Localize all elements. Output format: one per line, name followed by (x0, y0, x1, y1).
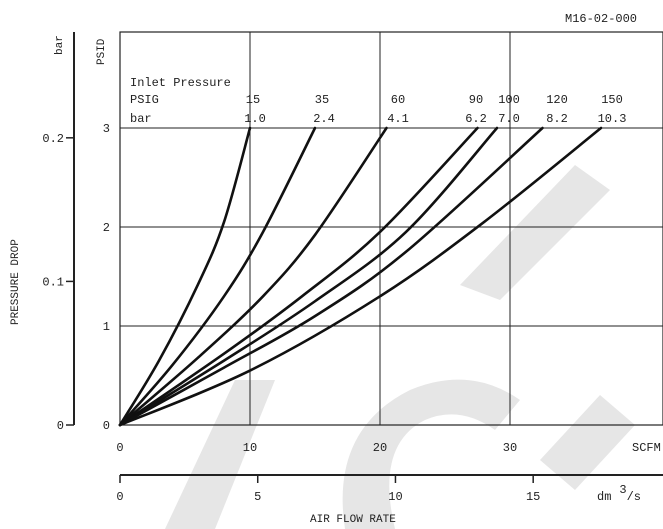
series-line-90 (118, 126, 479, 427)
series-line-60 (118, 126, 388, 427)
legend-bar-value: 2.4 (313, 112, 335, 126)
y-psid-tick-label: 3 (103, 122, 110, 136)
legend-psig-value: 150 (601, 93, 623, 107)
legend-bar-value: 4.1 (387, 112, 409, 126)
legend-psig-value: 60 (391, 93, 405, 107)
legend-psig-value: 35 (315, 93, 329, 107)
legend-psig-value: 100 (498, 93, 520, 107)
series-line-35 (118, 126, 317, 427)
legend-bar-value: 8.2 (546, 112, 568, 126)
y-axis-label: PRESSURE DROP (10, 239, 22, 325)
watermark-shape (165, 165, 635, 529)
x-scfm-tick-label: 0 (116, 441, 123, 455)
x-scfm-ticks: 0 10 20 30 (116, 441, 517, 455)
y-bar-tick-label: 0.2 (42, 132, 64, 146)
series-line-120 (118, 126, 544, 427)
y-bar-ticks: 0 0.1 0.2 (42, 132, 74, 433)
x-scfm-unit: SCFM (632, 441, 661, 455)
y-psid-tick-label: 1 (103, 320, 110, 334)
x-scfm-tick-label: 20 (373, 441, 387, 455)
legend-bar-label: bar (130, 112, 152, 126)
series-line-100 (118, 126, 499, 427)
series-line-15 (118, 126, 252, 427)
legend-title: Inlet Pressure (130, 76, 231, 90)
y-bar-tick-label: 0 (57, 419, 64, 433)
grid (120, 32, 663, 425)
plot-frame (119, 31, 663, 426)
legend-psig-value: 15 (246, 93, 260, 107)
y-psid-tick-label: 2 (103, 221, 110, 235)
x-scfm-tick-label: 10 (243, 441, 257, 455)
legend-bar-value: 10.3 (598, 112, 627, 126)
y-psid-ticks: 0 1 2 3 (103, 122, 110, 433)
x-dm3s-tick-label: 0 (116, 490, 123, 504)
legend-psig-value: 120 (546, 93, 568, 107)
x-dm3s-unit: dm 3/s (597, 483, 641, 504)
y-psid-unit: PSID (96, 38, 108, 65)
y-bar-unit: bar (54, 35, 66, 55)
legend-psig-value: 90 (469, 93, 483, 107)
legend-bar-value: 7.0 (498, 112, 520, 126)
legend-psig-label: PSIG (130, 93, 159, 107)
x-dm3s-tick-label: 10 (388, 490, 402, 504)
x-dm3s-tick-label: 5 (254, 490, 261, 504)
x-axis-label: AIR FLOW RATE (310, 514, 396, 526)
x-dm3s-tick-label: 15 (526, 490, 540, 504)
legend-bar-value: 6.2 (465, 112, 487, 126)
y-psid-tick-label: 0 (103, 419, 110, 433)
x-dm3s-ticks: 0 5 10 15 (116, 475, 540, 504)
series-group (118, 126, 603, 427)
figure-id: M16-02-000 (565, 12, 637, 26)
y-bar-tick-label: 0.1 (42, 275, 64, 289)
legend-values: 15 35 60 90 100 120 150 1.0 2.4 4.1 6.2 7.0 8.2 10.3 (244, 93, 626, 126)
x-scfm-tick-label: 30 (503, 441, 517, 455)
series-line-150 (118, 126, 603, 427)
legend-bar-value: 1.0 (244, 112, 266, 126)
